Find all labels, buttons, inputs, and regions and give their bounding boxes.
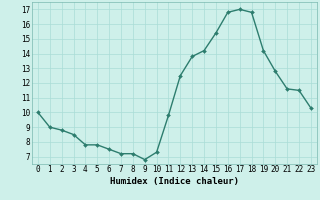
X-axis label: Humidex (Indice chaleur): Humidex (Indice chaleur) [110,177,239,186]
